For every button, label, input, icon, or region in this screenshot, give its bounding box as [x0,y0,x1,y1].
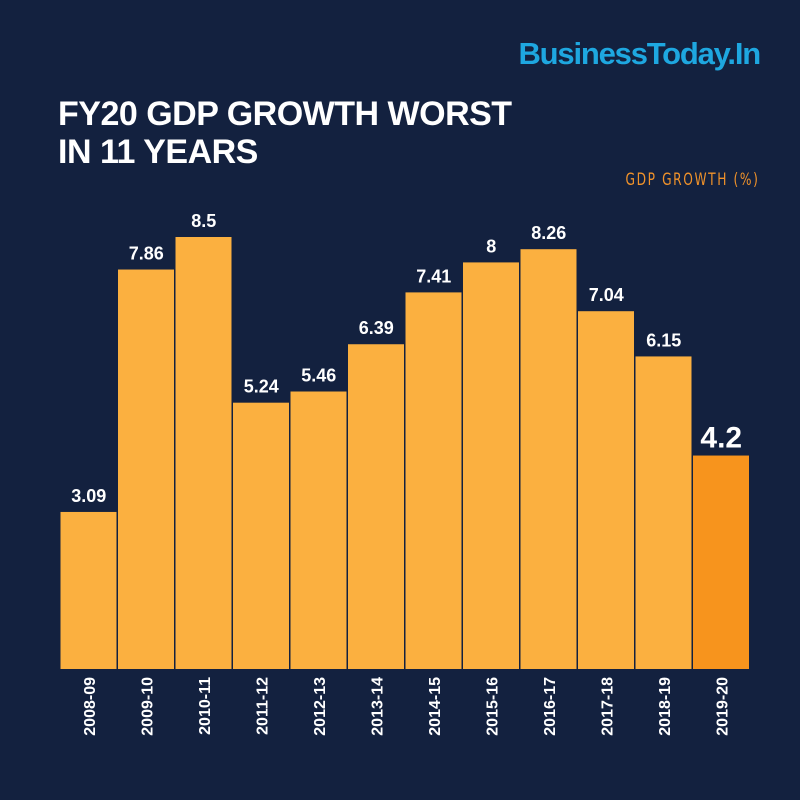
bar-2012-13 [290,391,347,669]
x-tick-label: 2012-13 [312,677,329,736]
data-label: 8 [486,236,496,256]
x-tick-label: 2008-09 [82,677,99,736]
x-tick-label: 2010-11 [197,677,214,735]
x-tick-label: 2011-12 [254,677,271,735]
bar-2015-16 [463,262,519,669]
bar-2016-17 [520,249,577,670]
bar-2014-15 [405,292,462,669]
title-line-2: IN 11 YEARS [58,133,258,171]
chart-title: FY20 GDP GROWTH WORST IN 11 YEARS [58,95,618,171]
bar-2010-11 [175,237,232,669]
brand-logo: BusinessToday.In [518,36,762,71]
bar-2013-14 [348,344,404,669]
x-tick-label: 2016-17 [542,677,559,736]
data-label: 4.2 [700,422,742,455]
data-label: 8.5 [191,211,216,231]
bar-2019-20 [693,455,749,669]
data-label: 6.15 [646,330,681,350]
data-label: 5.46 [301,366,336,386]
data-label: 6.39 [359,318,394,338]
bar-2018-19 [635,356,692,669]
bar-2008-09 [60,511,117,669]
data-label: 7.04 [589,285,624,305]
data-label: 7.86 [129,244,164,264]
x-tick-label: 2017-18 [599,677,616,736]
bar-2009-10 [118,269,174,669]
x-tick-label: 2018-19 [657,677,674,736]
title-line-1: FY20 GDP GROWTH WORST [58,95,512,133]
x-tick-label: 2019-20 [714,677,731,736]
x-tick-label: 2015-16 [484,677,501,736]
x-tick-label: 2014-15 [427,677,444,736]
data-label: 8.26 [531,223,566,243]
bar-2017-18 [578,311,634,669]
data-label: 3.09 [71,486,106,506]
data-label: 5.24 [244,377,279,397]
bar-2011-12 [233,402,289,669]
x-tick-label: 2009-10 [139,677,156,736]
x-tick-label: 2013-14 [369,677,386,736]
y-axis-label: GDP GROWTH (%) [625,170,760,190]
data-label: 7.41 [416,266,451,286]
